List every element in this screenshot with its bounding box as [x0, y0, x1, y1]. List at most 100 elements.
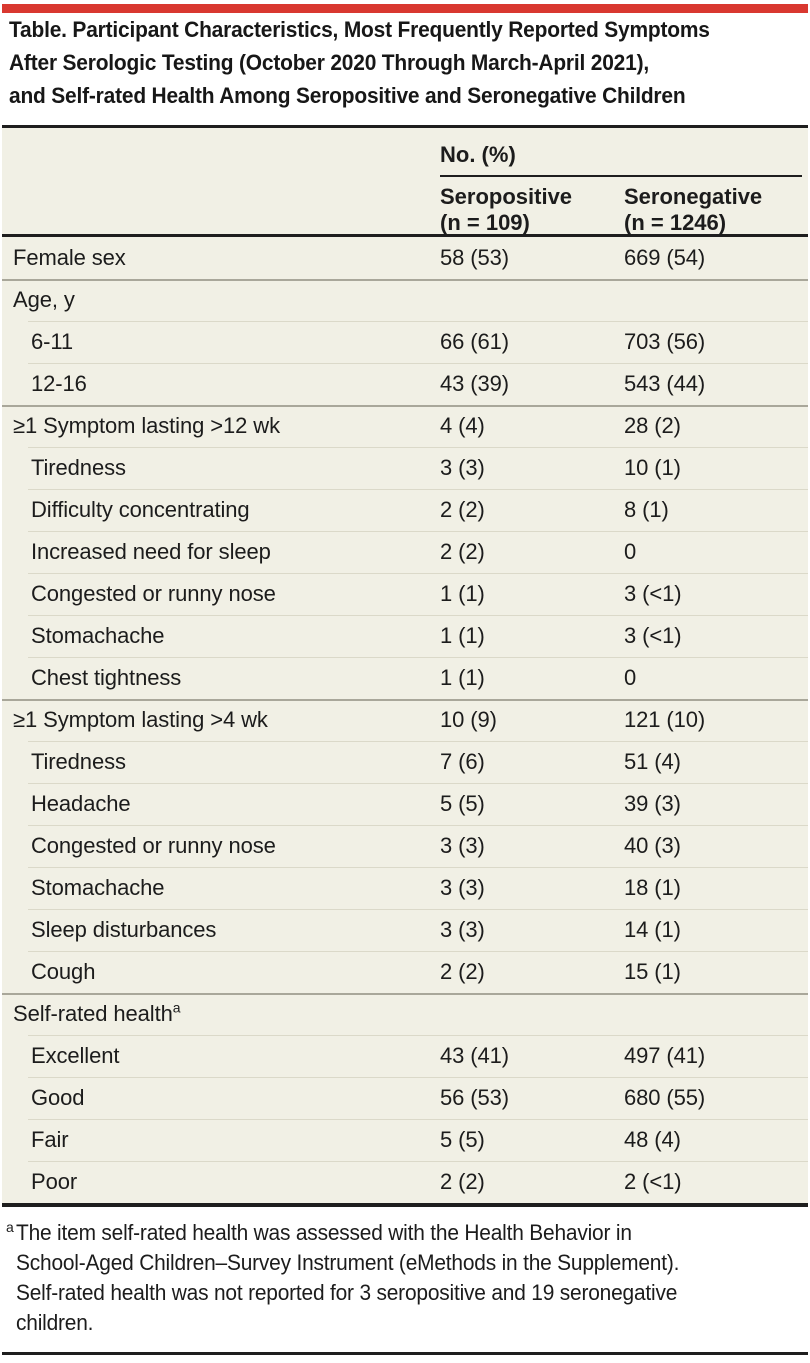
table-row: Good 56 (53) 680 (55)	[2, 1077, 808, 1119]
seropositive-value: 2 (2)	[440, 1169, 485, 1194]
seropositive-value: 10 (9)	[440, 707, 497, 732]
table-row: Cough 2 (2) 15 (1)	[2, 951, 808, 993]
table-title-line: After Serologic Testing (October 2020 Th…	[9, 50, 649, 75]
seronegative-value: 39 (3)	[624, 791, 681, 816]
row-label-text: Tiredness	[31, 749, 126, 774]
row-label: Self-rated healtha	[2, 1001, 440, 1027]
table-row: Headache 5 (5) 39 (3)	[2, 783, 808, 825]
row-label-text: Poor	[31, 1169, 78, 1194]
seronegative-value: 18 (1)	[624, 875, 681, 900]
table-title: Table. Participant Characteristics, Most…	[9, 13, 806, 112]
seronegative-value: 40 (3)	[624, 833, 681, 858]
column-header-n: (n = 109)	[440, 210, 530, 235]
row-label-text: ≥1 Symptom lasting >4 wk	[13, 707, 268, 732]
seronegative-value: 0	[624, 665, 637, 690]
row-label: Stomachache	[2, 875, 440, 901]
seronegative-value: 15 (1)	[624, 959, 681, 984]
table-row: Sleep disturbances 3 (3) 14 (1)	[2, 909, 808, 951]
seronegative-value: 0	[624, 539, 637, 564]
row-label-text: Increased need for sleep	[31, 539, 271, 564]
row-label-text: Stomachache	[31, 623, 165, 648]
row-label: Sleep disturbances	[2, 917, 440, 943]
row-label-text: Chest tightness	[31, 665, 182, 690]
table-row: Excellent 43 (41) 497 (41)	[2, 1035, 808, 1077]
row-label-text: Fair	[31, 1127, 69, 1152]
row-label-text: Congested or runny nose	[31, 833, 276, 858]
table-row: Self-rated healtha	[2, 993, 808, 1035]
row-label-text: Self-rated health	[13, 1001, 173, 1026]
seronegative-value: 2 (<1)	[624, 1169, 682, 1194]
seropositive-value: 3 (3)	[440, 833, 485, 858]
row-label-text: 6-11	[31, 329, 73, 354]
table-row: Stomachache 3 (3) 18 (1)	[2, 867, 808, 909]
row-label-text: Stomachache	[31, 875, 165, 900]
row-label: Increased need for sleep	[2, 539, 440, 565]
column-header-name: Seropositive	[440, 184, 573, 209]
table-row: Increased need for sleep 2 (2) 0	[2, 531, 808, 573]
row-label-text: Congested or runny nose	[31, 581, 276, 606]
footnote-marker: a	[6, 1219, 14, 1235]
row-label-text: Excellent	[31, 1043, 120, 1068]
seropositive-value: 1 (1)	[440, 665, 485, 690]
seronegative-value: 8 (1)	[624, 497, 669, 522]
row-label-text: Tiredness	[31, 455, 126, 480]
seropositive-value: 2 (2)	[440, 539, 485, 564]
row-label: Tiredness	[2, 749, 440, 775]
row-label: Congested or runny nose	[2, 581, 440, 607]
seropositive-value: 7 (6)	[440, 749, 485, 774]
accent-bar	[2, 4, 808, 13]
table-row: 6-11 66 (61) 703 (56)	[2, 321, 808, 363]
row-label: Age, y	[2, 287, 440, 313]
table-footnote: a The item self-rated health was assesse…	[3, 1218, 807, 1338]
seronegative-value: 669 (54)	[624, 245, 706, 270]
table-row: ≥1 Symptom lasting >4 wk 10 (9) 121 (10)	[2, 699, 808, 741]
row-label: Tiredness	[2, 455, 440, 481]
table-row: 12-16 43 (39) 543 (44)	[2, 363, 808, 405]
seronegative-value: 497 (41)	[624, 1043, 706, 1068]
row-label: Difficulty concentrating	[2, 497, 440, 523]
row-label: ≥1 Symptom lasting >12 wk	[2, 413, 440, 439]
seropositive-value: 3 (3)	[440, 917, 485, 942]
row-label-text: ≥1 Symptom lasting >12 wk	[13, 413, 280, 438]
table-title-line: Table. Participant Characteristics, Most…	[9, 17, 710, 42]
footnote-line: Self-rated health was not reported for 3…	[16, 1280, 678, 1305]
column-header-name: Seronegative	[624, 184, 763, 209]
row-label: Fair	[2, 1127, 440, 1153]
table-row: Age, y	[2, 279, 808, 321]
seropositive-value: 43 (39)	[440, 371, 510, 396]
seropositive-value: 5 (5)	[440, 791, 485, 816]
row-label: Female sex	[2, 245, 440, 271]
footnote-line: The item self-rated health was assessed …	[16, 1220, 632, 1245]
seropositive-value: 58 (53)	[440, 245, 510, 270]
seronegative-value: 3 (<1)	[624, 623, 682, 648]
row-label-text: Cough	[31, 959, 96, 984]
footnote-line: School-Aged Children–Survey Instrument (…	[16, 1250, 680, 1275]
table-row: Female sex 58 (53) 669 (54)	[2, 237, 808, 279]
row-label-text: Headache	[31, 791, 131, 816]
seronegative-value: 680 (55)	[624, 1085, 706, 1110]
row-label: 6-11	[2, 329, 440, 355]
row-label-text: Good	[31, 1085, 85, 1110]
column-group-rule	[440, 175, 802, 177]
row-label: Headache	[2, 791, 440, 817]
seropositive-value: 4 (4)	[440, 413, 485, 438]
row-label: Stomachache	[2, 623, 440, 649]
row-label-text: 12-16	[31, 371, 87, 396]
seronegative-value: 121 (10)	[624, 707, 706, 732]
row-label-text: Difficulty concentrating	[31, 497, 250, 522]
bottom-rule	[2, 1352, 808, 1355]
table-body: Female sex 58 (53) 669 (54) Age, y 6-11 …	[2, 237, 808, 1207]
footnote-line: children.	[16, 1310, 94, 1335]
row-label: Poor	[2, 1169, 440, 1195]
seronegative-value: 703 (56)	[624, 329, 706, 354]
row-label-text: Age, y	[13, 287, 75, 312]
column-header-seronegative: Seronegative (n = 1246)	[624, 184, 762, 236]
seropositive-value: 66 (61)	[440, 329, 510, 354]
data-table: No. (%) Seropositive (n = 109) Seronegat…	[2, 125, 808, 1207]
seronegative-value: 10 (1)	[624, 455, 681, 480]
row-label: Good	[2, 1085, 440, 1111]
seronegative-value: 51 (4)	[624, 749, 681, 774]
seropositive-value: 1 (1)	[440, 581, 485, 606]
seronegative-value: 543 (44)	[624, 371, 706, 396]
